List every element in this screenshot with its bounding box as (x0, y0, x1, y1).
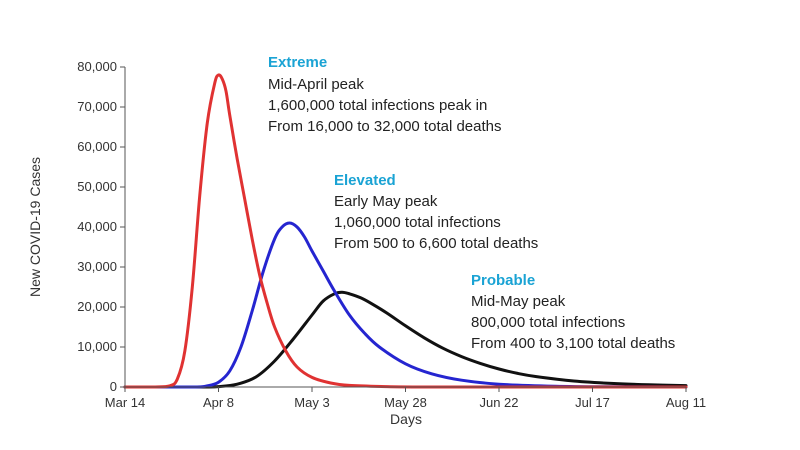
annotation-extreme: Extreme Mid-April peak 1,600,000 total i… (268, 54, 502, 135)
annotation-extreme-line: 1,600,000 total infections peak in (268, 97, 487, 114)
x-tick-group: Mar 14 Apr 8 May 3 May 28 Jun 22 Jul 17 Aug 11 (105, 387, 706, 410)
x-axis-title: Days (390, 411, 422, 427)
y-tick-label: 30,000 (77, 259, 117, 274)
x-tick-label: Aug 11 (666, 395, 706, 410)
x-tick-label: May 3 (294, 395, 329, 410)
annotation-extreme-line: Mid-April peak (268, 76, 364, 93)
annotation-elevated-line: Early May peak (334, 193, 438, 210)
y-tick-label: 10,000 (77, 339, 117, 354)
series-line-extreme (123, 73, 688, 389)
y-tick-group: 0 10,000 20,000 30,000 40,000 50,000 60,000 70,… (77, 59, 125, 394)
annotation-probable-line: 800,000 total infections (471, 314, 625, 331)
annotation-probable-line: Mid-May peak (471, 293, 566, 310)
annotation-probable-line: From 400 to 3,100 total deaths (471, 335, 675, 352)
annotation-elevated: Elevated Early May peak 1,060,000 total … (334, 172, 538, 252)
annotation-probable: Probable Mid-May peak 800,000 total infe… (471, 272, 675, 352)
annotation-elevated-line: From 500 to 6,600 total deaths (334, 235, 538, 252)
x-tick-label: Mar 14 (105, 395, 145, 410)
x-tick-label: Jun 22 (479, 395, 518, 410)
plot-series-group (123, 73, 688, 389)
annotation-elevated-title: Elevated (334, 172, 396, 189)
annotation-probable-title: Probable (471, 272, 535, 289)
y-tick-label: 70,000 (77, 99, 117, 114)
annotation-extreme-title: Extreme (268, 54, 327, 71)
annotation-extreme-line: From 16,000 to 32,000 total deaths (268, 118, 502, 135)
y-tick-label: 40,000 (77, 219, 117, 234)
series-line-probable (123, 290, 688, 389)
x-tick-label: May 28 (384, 395, 427, 410)
y-tick-label: 0 (110, 379, 117, 394)
y-tick-label: 50,000 (77, 179, 117, 194)
y-tick-label: 60,000 (77, 139, 117, 154)
annotation-elevated-line: 1,060,000 total infections (334, 214, 501, 231)
y-tick-label: 20,000 (77, 299, 117, 314)
x-tick-label: Apr 8 (203, 395, 234, 410)
x-tick-label: Jul 17 (575, 395, 610, 410)
series-line-elevated (123, 221, 688, 389)
y-tick-label: 80,000 (77, 59, 117, 74)
y-axis-title: New COVID-19 Cases (27, 157, 43, 297)
